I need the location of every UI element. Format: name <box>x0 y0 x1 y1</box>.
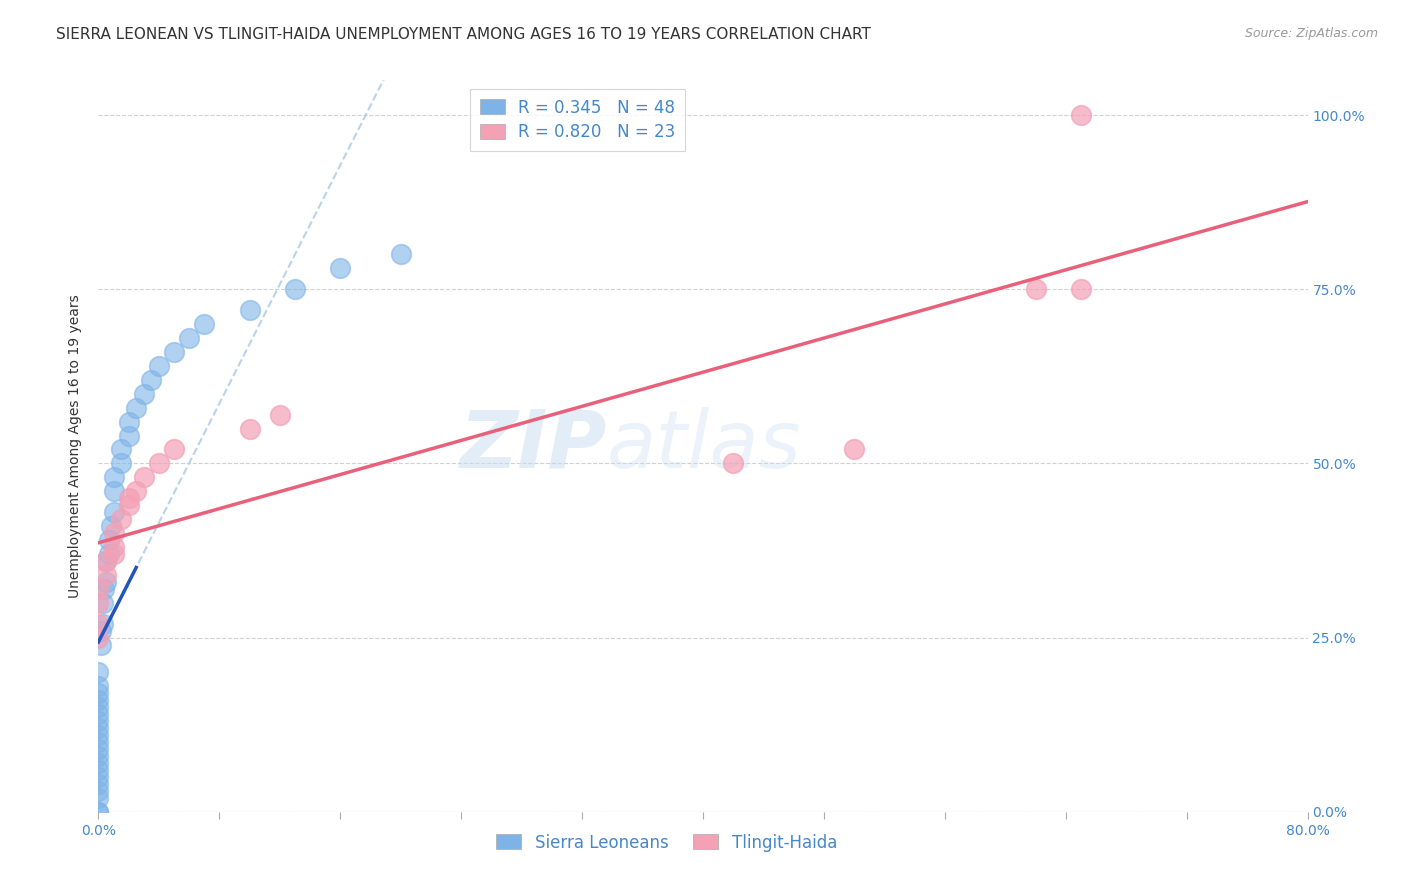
Point <box>87 777 110 791</box>
Point <box>193 317 215 331</box>
Point <box>125 401 148 415</box>
Legend: Sierra Leoneans, Tlingit-Haida: Sierra Leoneans, Tlingit-Haida <box>489 827 844 858</box>
Point <box>103 484 125 499</box>
Point <box>110 442 132 457</box>
Point <box>87 790 110 805</box>
Point <box>239 421 262 435</box>
Text: SIERRA LEONEAN VS TLINGIT-HAIDA UNEMPLOYMENT AMONG AGES 16 TO 19 YEARS CORRELATI: SIERRA LEONEAN VS TLINGIT-HAIDA UNEMPLOY… <box>56 27 872 42</box>
Point <box>148 457 170 471</box>
Point <box>87 686 110 700</box>
Text: atlas: atlas <box>606 407 801 485</box>
Point <box>87 721 110 735</box>
Point <box>125 484 148 499</box>
Point <box>94 567 117 582</box>
Point <box>1024 282 1046 296</box>
Point <box>118 498 141 512</box>
Point <box>94 554 117 568</box>
Point <box>87 700 110 714</box>
Point <box>87 679 110 693</box>
Point <box>110 512 132 526</box>
Point <box>98 547 121 561</box>
Point <box>87 665 110 680</box>
Point <box>1070 282 1092 296</box>
Point <box>103 526 125 541</box>
Point <box>163 345 186 359</box>
Point <box>132 470 155 484</box>
Point <box>98 533 121 547</box>
Point <box>103 547 125 561</box>
Point <box>100 519 122 533</box>
Point <box>87 784 110 798</box>
Point <box>87 728 110 742</box>
Point <box>329 261 352 276</box>
Point <box>103 470 125 484</box>
Point <box>90 638 112 652</box>
Y-axis label: Unemployment Among Ages 16 to 19 years: Unemployment Among Ages 16 to 19 years <box>69 294 83 598</box>
Point <box>103 540 125 554</box>
Point <box>91 616 114 631</box>
Point <box>87 742 110 756</box>
Point <box>284 282 307 296</box>
Point <box>118 415 141 429</box>
Point <box>87 714 110 728</box>
Point <box>94 574 117 589</box>
Point <box>103 505 125 519</box>
Point <box>90 624 112 638</box>
Point <box>94 554 117 568</box>
Point <box>87 631 110 645</box>
Point <box>118 428 141 442</box>
Point <box>87 763 110 777</box>
Point <box>87 707 110 722</box>
Point <box>87 693 110 707</box>
Point <box>269 408 291 422</box>
Point <box>93 582 115 596</box>
Point <box>148 359 170 373</box>
Point <box>87 805 110 819</box>
Point <box>87 805 110 819</box>
Point <box>844 442 866 457</box>
Point <box>87 749 110 764</box>
Point <box>87 770 110 784</box>
Point <box>87 596 110 610</box>
Point <box>87 582 110 596</box>
Point <box>179 331 201 345</box>
Point <box>141 373 163 387</box>
Text: Source: ZipAtlas.com: Source: ZipAtlas.com <box>1244 27 1378 40</box>
Point <box>87 616 110 631</box>
Point <box>91 596 114 610</box>
Point <box>110 457 132 471</box>
Point <box>389 247 412 261</box>
Point <box>87 735 110 749</box>
Text: ZIP: ZIP <box>458 407 606 485</box>
Point <box>118 491 141 506</box>
Point <box>239 303 262 318</box>
Point <box>87 756 110 770</box>
Point <box>1070 108 1092 122</box>
Point <box>723 457 745 471</box>
Point <box>132 386 155 401</box>
Point <box>163 442 186 457</box>
